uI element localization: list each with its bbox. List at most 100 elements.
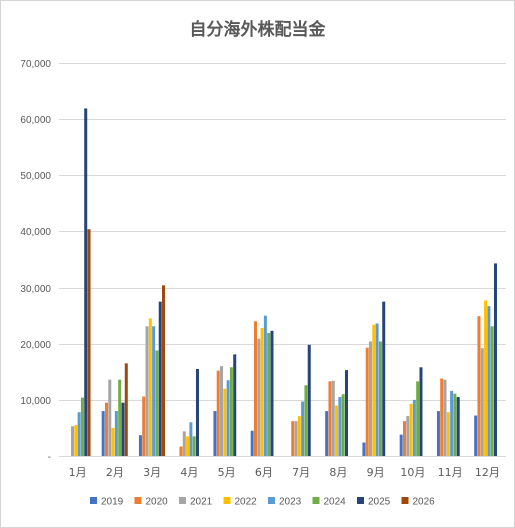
bar-2024-6 [267,333,271,456]
legend-swatch [223,497,231,504]
bar-2025-12 [493,263,497,456]
bar-2025-11 [456,397,460,456]
bar-2021-9 [369,341,373,456]
bar-2021-12 [480,348,484,456]
legend-label: 2023 [279,497,302,508]
bar-2026-2 [124,363,128,456]
bar-2023-3 [152,326,156,456]
bar-2022-6 [260,327,264,456]
bar-2024-1 [80,397,84,456]
x-category-label: 1月 [69,466,87,479]
bar-2023-9 [375,323,379,456]
x-category-label: 2月 [106,466,124,479]
bar-2024-7 [304,385,308,456]
bar-2022-10 [409,403,413,456]
bar-2021-4 [182,431,186,456]
bar-2020-5 [216,370,220,456]
bar-2023-4 [189,422,193,456]
bar-2021-7 [294,421,298,456]
bar-2025-9 [382,301,386,456]
bar-2019-11 [436,411,440,456]
y-tick-label: 50,000 [20,171,51,182]
bar-2025-5 [233,354,237,456]
bar-2020-7 [291,421,295,456]
bar-2021-8 [331,380,335,456]
legend-swatch [312,497,320,504]
bar-2023-10 [412,399,416,456]
bar-2020-8 [328,381,332,456]
y-tick-label: 10,000 [20,396,51,407]
y-tick-label: 20,000 [20,340,51,351]
x-category-label: 7月 [292,466,310,479]
bar-2024-12 [490,326,494,456]
legend-label: 2024 [324,497,347,508]
bar-2020-2 [104,402,108,456]
x-category-label: 9月 [367,466,385,479]
bar-2022-12 [484,300,488,456]
y-axis-ticks: - 10,000 20,000 30,000 40,000 50,000 60,000 70,… [20,59,51,463]
bar-2022-11 [446,412,450,456]
x-category-label: 3月 [143,466,161,479]
bar-2022-3 [148,318,152,456]
x-category-label: 5月 [218,466,236,479]
bar-2025-10 [419,367,423,456]
bar-2025-8 [344,370,348,456]
bar-2021-2 [108,379,112,456]
x-category-label: 4月 [180,466,198,479]
legend-swatch [401,497,409,504]
bar-2023-7 [301,401,305,456]
legend-label: 2019 [101,497,124,508]
bar-2019-6 [250,430,254,456]
bar-2020-12 [477,316,481,456]
chart-title: 自分海外株配当金 [189,20,326,40]
bar-2025-3 [158,301,162,456]
bar-2022-4 [186,436,190,456]
bar-2024-11 [453,393,457,456]
bar-2019-12 [474,415,478,456]
bar-2019-8 [325,411,329,456]
bar-2019-2 [101,411,105,456]
bar-2023-6 [263,315,267,456]
bar-2020-9 [365,347,369,456]
x-axis-categories: 1月 2月 3月 4月 5月 6月 7月 8月 9月 10月 11月 12月 [69,466,500,479]
bar-2023-1 [77,412,81,456]
legend-label: 2022 [235,497,258,508]
bar-2021-10 [406,416,410,456]
y-tick-label: 60,000 [20,115,51,126]
legend-swatch [90,497,97,504]
legend-swatch [179,497,186,504]
bar-2019-3 [138,435,142,456]
bar-2021-11 [443,379,447,456]
legend-label: 2025 [368,497,391,508]
legend-swatch [357,497,364,504]
bar-2023-11 [450,390,454,456]
bar-2023-2 [114,411,118,456]
bar-2020-4 [179,446,183,456]
bar-2021-3 [145,326,149,456]
bar-2019-10 [399,434,403,456]
bar-2021-5 [220,366,224,456]
bar-2022-2 [111,427,115,456]
bar-2021-6 [257,338,261,456]
legend-label: 2020 [146,497,169,508]
bar-2025-2 [121,402,125,456]
y-tick-label: 40,000 [20,227,51,238]
y-tick-label: 70,000 [20,59,51,70]
bar-2026-3 [162,285,166,456]
bar-2022-7 [297,416,301,456]
bar-2020-3 [142,396,146,456]
bar-2025-1 [84,108,88,457]
bar-2024-3 [155,350,159,456]
bar-2020-6 [253,321,257,456]
legend-label: 2021 [190,497,213,508]
bar-2024-10 [416,381,420,456]
legend: 2019 2020 2021 2022 2023 2024 2025 2026 [90,497,435,508]
bar-2024-2 [118,379,122,456]
x-category-label: 6月 [255,466,273,479]
bar-2023-5 [226,380,230,456]
bar-2024-4 [192,436,196,456]
x-category-label: 10月 [400,466,425,479]
bar-2022-5 [223,388,227,456]
legend-label: 2026 [413,497,436,508]
